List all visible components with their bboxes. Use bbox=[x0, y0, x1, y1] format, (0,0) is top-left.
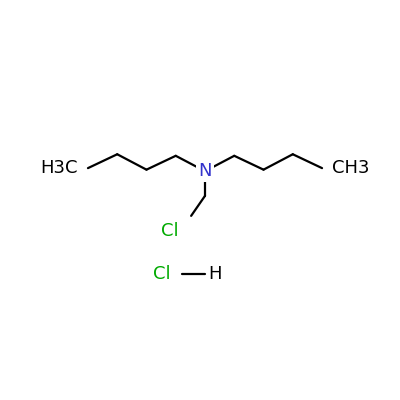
Text: Cl: Cl bbox=[161, 222, 179, 240]
Text: N: N bbox=[198, 162, 212, 180]
Text: CH3: CH3 bbox=[332, 159, 369, 177]
Text: H: H bbox=[208, 265, 222, 283]
Text: Cl: Cl bbox=[154, 265, 171, 283]
Text: H3C: H3C bbox=[41, 159, 78, 177]
